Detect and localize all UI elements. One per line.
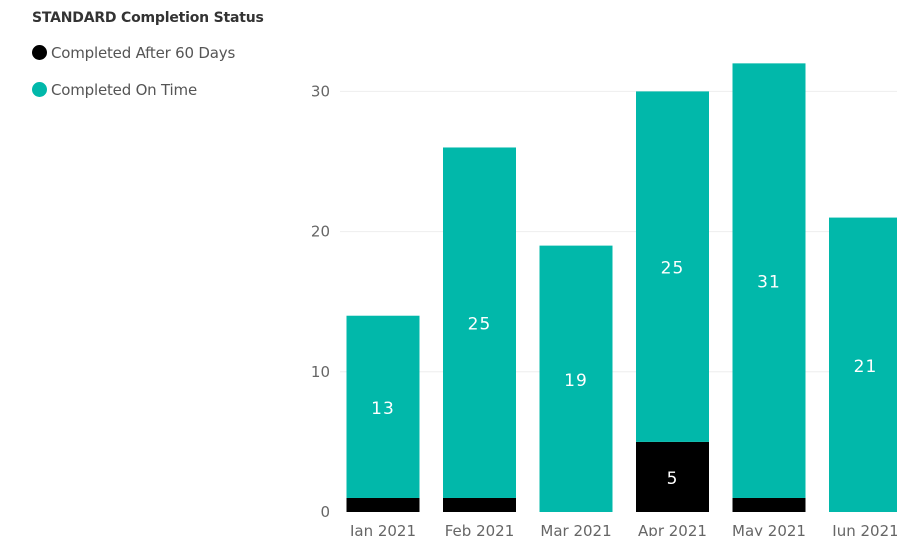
y-tick-label: 20 — [311, 223, 330, 241]
bar-segment — [443, 497, 516, 512]
y-tick-label: 0 — [320, 503, 330, 521]
bar-segment — [443, 147, 516, 498]
data-label: 5 — [667, 469, 679, 489]
legend-label: Completed After 60 Days — [51, 43, 236, 62]
data-label: 21 — [854, 357, 878, 377]
legend-marker-black-dot-icon — [32, 45, 47, 60]
legend-item-completed-on-time[interactable]: Completed On Time — [32, 71, 264, 108]
data-label: 13 — [371, 399, 395, 419]
bar-segment — [636, 91, 709, 442]
data-label: 31 — [757, 273, 781, 293]
bar-segment — [346, 497, 420, 512]
x-tick-label: Mar 2021 — [540, 522, 611, 536]
legend-label: Completed On Time — [51, 80, 197, 99]
legend-marker-teal-dot-icon — [32, 82, 47, 97]
legend-title: STANDARD Completion Status — [32, 10, 264, 26]
data-label: 19 — [564, 371, 588, 391]
bar-segment — [732, 63, 806, 498]
legend: STANDARD Completion Status Completed Aft… — [32, 10, 264, 108]
bar-segment — [539, 245, 613, 512]
bar-segment — [732, 497, 806, 512]
data-label: 25 — [468, 315, 492, 335]
x-tick-label: Feb 2021 — [445, 522, 515, 536]
legend-item-completed-after-60-days[interactable]: Completed After 60 Days — [32, 34, 264, 71]
bar-segment — [636, 441, 709, 512]
x-tick-label: Jun 2021 — [831, 522, 897, 536]
x-tick-label: May 2021 — [732, 522, 806, 536]
x-tick-label: Apr 2021 — [638, 522, 707, 536]
y-tick-label: 30 — [311, 82, 330, 100]
y-tick-label: 10 — [311, 363, 330, 381]
x-tick-label: Jan 2021 — [349, 522, 416, 536]
data-label: 25 — [661, 259, 685, 279]
bar-segment — [346, 315, 420, 498]
bar-segment — [829, 217, 897, 512]
